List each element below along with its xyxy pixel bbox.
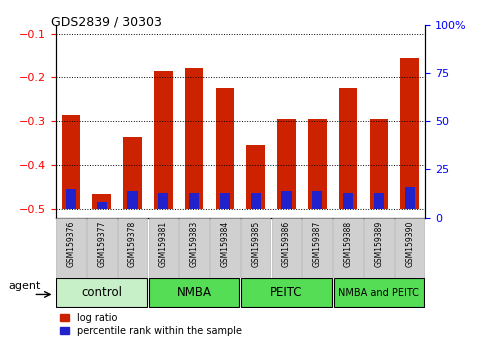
Bar xyxy=(154,71,172,209)
Text: GSM159387: GSM159387 xyxy=(313,221,322,267)
Bar xyxy=(66,189,76,209)
Bar xyxy=(97,202,107,209)
Text: GSM159386: GSM159386 xyxy=(282,221,291,267)
Text: GSM159389: GSM159389 xyxy=(374,221,384,267)
Bar xyxy=(149,279,240,307)
Bar xyxy=(185,68,203,209)
Bar xyxy=(333,218,363,278)
Bar xyxy=(395,218,425,278)
Bar xyxy=(241,218,270,278)
Bar xyxy=(87,218,116,278)
Bar xyxy=(374,193,384,209)
Text: control: control xyxy=(81,286,122,299)
Bar xyxy=(400,58,419,209)
Bar xyxy=(334,279,424,307)
Bar xyxy=(251,193,261,209)
Bar xyxy=(189,193,199,209)
Bar xyxy=(62,115,80,209)
Bar xyxy=(302,218,332,278)
Text: NMBA: NMBA xyxy=(177,286,212,299)
Bar xyxy=(210,218,240,278)
Text: GSM159390: GSM159390 xyxy=(405,221,414,267)
Bar xyxy=(57,279,147,307)
Bar xyxy=(277,119,296,209)
Bar xyxy=(364,218,394,278)
Bar xyxy=(272,218,301,278)
Text: NMBA and PEITC: NMBA and PEITC xyxy=(339,288,419,298)
Bar xyxy=(343,193,353,209)
Text: agent: agent xyxy=(8,281,41,291)
Text: GSM159385: GSM159385 xyxy=(251,221,260,267)
Bar xyxy=(308,119,327,209)
Text: GSM159384: GSM159384 xyxy=(220,221,229,267)
Bar xyxy=(128,191,138,209)
Bar xyxy=(339,88,357,209)
Legend: log ratio, percentile rank within the sample: log ratio, percentile rank within the sa… xyxy=(60,313,242,336)
Text: PEITC: PEITC xyxy=(270,286,303,299)
Bar xyxy=(179,218,209,278)
Text: GSM159383: GSM159383 xyxy=(190,221,199,267)
Bar xyxy=(405,187,415,209)
Bar xyxy=(92,194,111,209)
Bar xyxy=(118,218,147,278)
Bar xyxy=(282,191,292,209)
Bar xyxy=(56,218,85,278)
Text: GSM159381: GSM159381 xyxy=(159,221,168,267)
Bar xyxy=(246,145,265,209)
Bar xyxy=(220,193,230,209)
Bar xyxy=(241,279,332,307)
Bar xyxy=(369,119,388,209)
Text: GSM159377: GSM159377 xyxy=(97,221,106,267)
Bar xyxy=(312,191,322,209)
Text: GSM159388: GSM159388 xyxy=(343,221,353,267)
Bar xyxy=(158,193,169,209)
Bar xyxy=(149,218,178,278)
Text: GDS2839 / 30303: GDS2839 / 30303 xyxy=(51,16,162,29)
Bar xyxy=(215,88,234,209)
Bar xyxy=(123,137,142,209)
Text: GSM159378: GSM159378 xyxy=(128,221,137,267)
Text: GSM159376: GSM159376 xyxy=(67,221,75,267)
